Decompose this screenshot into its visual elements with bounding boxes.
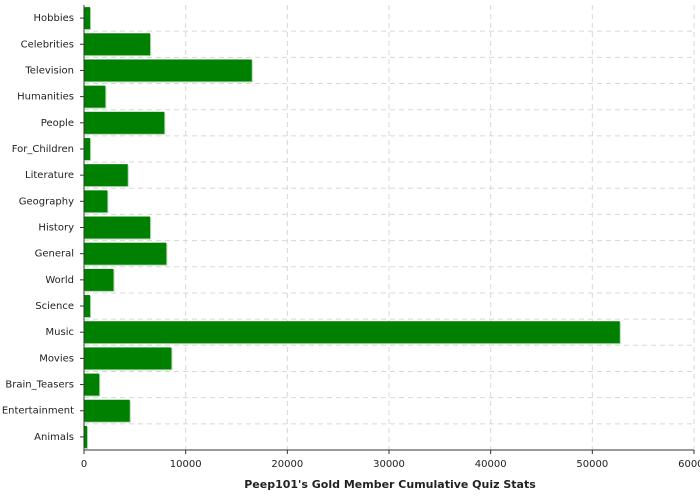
bar: [84, 295, 91, 318]
y-tick-label: Geography: [19, 196, 74, 207]
y-tick-label: Music: [46, 327, 74, 338]
bar: [84, 425, 88, 448]
y-tick-label: World: [45, 275, 74, 286]
bar: [84, 137, 91, 160]
y-tick-label: Hobbies: [34, 13, 74, 24]
bar: [84, 399, 130, 422]
bar: [84, 216, 151, 239]
y-tick-label: Movies: [39, 353, 74, 364]
bar: [84, 7, 91, 30]
x-tick-label: 30000: [373, 459, 405, 470]
y-tick-label: Celebrities: [21, 39, 74, 50]
x-tick-label: 10000: [170, 459, 202, 470]
x-axis-title: Peep101's Gold Member Cumulative Quiz St…: [244, 478, 536, 491]
y-tick-label: For_Children: [12, 144, 74, 155]
y-tick-label: Animals: [34, 432, 74, 443]
y-tick-label: Humanities: [17, 92, 74, 103]
y-tick-label: Entertainment: [2, 406, 74, 417]
bar: [84, 164, 128, 187]
y-tick-label: History: [38, 223, 74, 234]
bar: [84, 190, 108, 213]
bar: [84, 268, 114, 291]
bar: [84, 33, 151, 56]
bar: [84, 111, 165, 134]
x-tick-label: 0: [81, 459, 87, 470]
bar: [84, 347, 172, 370]
y-tick-label: People: [41, 118, 74, 129]
bar: [84, 321, 620, 344]
x-tick-label: 50000: [576, 459, 608, 470]
y-tick-label: Science: [35, 301, 74, 312]
y-tick-label: Literature: [25, 170, 74, 181]
bar: [84, 242, 167, 265]
y-tick-label: Television: [24, 65, 74, 76]
x-tick-label: 40000: [475, 459, 507, 470]
bar: [84, 85, 106, 108]
bar: [84, 59, 252, 82]
y-tick-label: General: [35, 249, 74, 260]
y-tick-label: Brain_Teasers: [5, 380, 74, 391]
x-tick-label: 20000: [271, 459, 303, 470]
x-tick-label: 60000: [678, 459, 700, 470]
bar: [84, 373, 100, 396]
